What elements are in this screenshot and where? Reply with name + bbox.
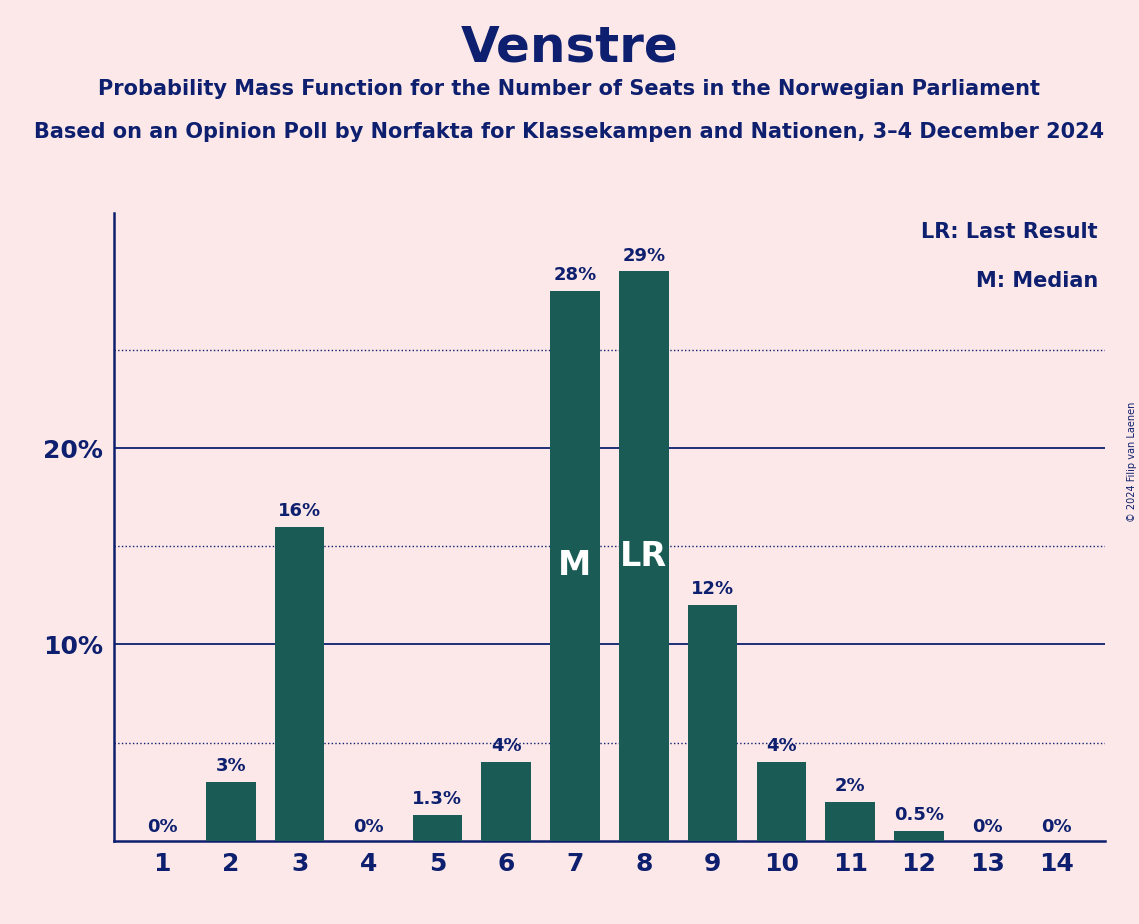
Bar bbox=[482, 762, 531, 841]
Text: 29%: 29% bbox=[622, 247, 665, 264]
Text: 0%: 0% bbox=[147, 818, 178, 836]
Bar bbox=[618, 272, 669, 841]
Text: Venstre: Venstre bbox=[460, 23, 679, 71]
Bar bbox=[826, 801, 875, 841]
Text: 0%: 0% bbox=[353, 818, 384, 836]
Text: M: M bbox=[558, 550, 591, 582]
Text: 28%: 28% bbox=[554, 266, 597, 285]
Bar bbox=[412, 815, 462, 841]
Bar bbox=[688, 605, 737, 841]
Text: 4%: 4% bbox=[767, 737, 796, 756]
Text: 16%: 16% bbox=[278, 502, 321, 520]
Text: 12%: 12% bbox=[691, 580, 735, 599]
Bar bbox=[206, 782, 255, 841]
Text: Probability Mass Function for the Number of Seats in the Norwegian Parliament: Probability Mass Function for the Number… bbox=[98, 79, 1041, 99]
Text: LR: LR bbox=[621, 540, 667, 573]
Text: 4%: 4% bbox=[491, 737, 522, 756]
Text: M: Median: M: Median bbox=[976, 272, 1098, 291]
Text: © 2024 Filip van Laenen: © 2024 Filip van Laenen bbox=[1126, 402, 1137, 522]
Text: LR: Last Result: LR: Last Result bbox=[921, 223, 1098, 242]
Text: 0%: 0% bbox=[1041, 818, 1072, 836]
Bar bbox=[756, 762, 806, 841]
Text: 3%: 3% bbox=[215, 757, 246, 775]
Text: 0%: 0% bbox=[973, 818, 1003, 836]
Text: 2%: 2% bbox=[835, 777, 866, 795]
Bar bbox=[274, 527, 325, 841]
Text: 0.5%: 0.5% bbox=[894, 806, 944, 824]
Bar bbox=[894, 831, 944, 841]
Text: Based on an Opinion Poll by Norfakta for Klassekampen and Nationen, 3–4 December: Based on an Opinion Poll by Norfakta for… bbox=[34, 122, 1105, 142]
Bar bbox=[550, 291, 600, 841]
Text: 1.3%: 1.3% bbox=[412, 790, 462, 808]
